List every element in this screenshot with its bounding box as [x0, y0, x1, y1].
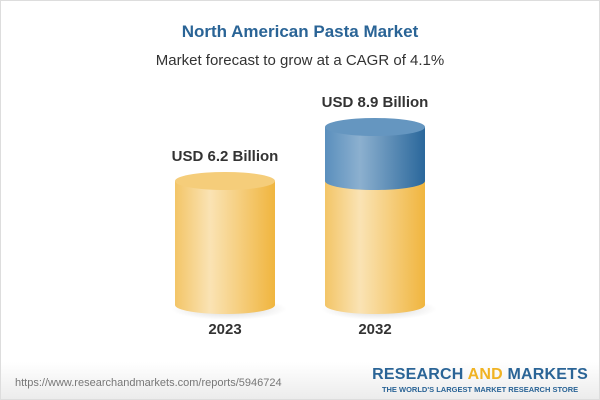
- category-label: 2023: [208, 321, 241, 338]
- chart-subtitle: Market forecast to grow at a CAGR of 4.1…: [155, 52, 445, 69]
- research-and-markets-logo: RESEARCH AND MARKETS THE WORLD'S LARGEST…: [372, 366, 588, 394]
- bar-2032-growth: [325, 127, 425, 190]
- source-url[interactable]: https://www.researchandmarkets.com/repor…: [15, 377, 282, 389]
- category-label: 2032: [358, 321, 391, 338]
- data-label: USD 6.2 Billion: [172, 148, 279, 165]
- bar-2032-base-body: [325, 181, 425, 314]
- data-label: USD 8.9 Billion: [322, 94, 429, 111]
- bar-2023-top: [175, 172, 275, 190]
- bar-2023-body: [175, 181, 275, 314]
- chart-title: North American Pasta Market: [181, 22, 419, 41]
- cylinder-chart: USD 6.2 Billion 2023 USD 8.9 Billion 2032: [171, 94, 437, 338]
- bar-2032-top: [325, 118, 425, 136]
- footer-band: [1, 362, 599, 399]
- logo-tagline: THE WORLD'S LARGEST MARKET RESEARCH STOR…: [381, 385, 579, 394]
